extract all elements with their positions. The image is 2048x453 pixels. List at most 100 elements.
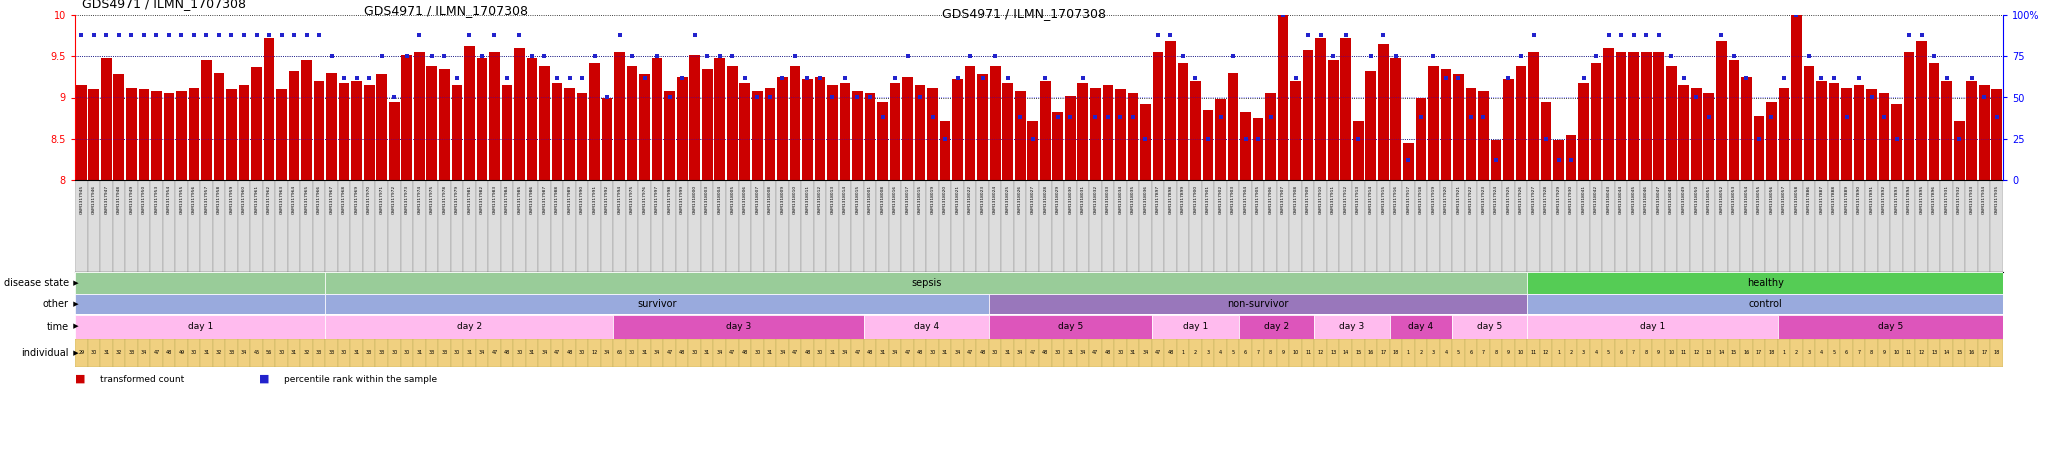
Bar bbox=[1253, 118, 1264, 453]
Text: 7: 7 bbox=[1257, 351, 1260, 356]
Bar bbox=[612, 339, 627, 367]
Text: GSM1317901: GSM1317901 bbox=[1206, 185, 1210, 214]
Bar bbox=[702, 68, 713, 453]
Text: GSM1317923: GSM1317923 bbox=[1481, 185, 1485, 214]
Text: GSM1318043: GSM1318043 bbox=[1606, 185, 1610, 214]
Text: GSM1317961: GSM1317961 bbox=[254, 185, 258, 214]
Text: 31: 31 bbox=[291, 351, 297, 356]
Bar bbox=[1491, 140, 1501, 453]
Bar bbox=[1853, 339, 1866, 367]
Bar bbox=[639, 339, 651, 367]
Text: 18: 18 bbox=[1767, 351, 1774, 356]
Text: GSM1317988: GSM1317988 bbox=[555, 185, 559, 214]
Bar bbox=[414, 180, 426, 272]
Text: 12: 12 bbox=[1919, 351, 1925, 356]
Text: GSM1317994: GSM1317994 bbox=[618, 185, 623, 214]
Bar bbox=[238, 339, 250, 367]
Bar bbox=[1001, 339, 1014, 367]
Bar bbox=[1440, 68, 1452, 453]
Bar bbox=[1878, 93, 1890, 453]
Text: 4: 4 bbox=[1444, 351, 1448, 356]
Bar bbox=[88, 89, 98, 453]
Bar bbox=[813, 180, 825, 272]
Bar bbox=[326, 294, 989, 313]
Bar bbox=[600, 180, 612, 272]
Text: GSM1317976: GSM1317976 bbox=[643, 185, 647, 214]
Text: GSM1317946: GSM1317946 bbox=[92, 185, 96, 214]
Text: GSM1317985: GSM1317985 bbox=[518, 185, 522, 214]
Text: healthy: healthy bbox=[1747, 278, 1784, 288]
Bar bbox=[438, 339, 451, 367]
Text: 6: 6 bbox=[1468, 351, 1473, 356]
Text: 10: 10 bbox=[1292, 351, 1298, 356]
Text: 8: 8 bbox=[1495, 351, 1497, 356]
Text: 2: 2 bbox=[1194, 351, 1198, 356]
Text: GSM1317962: GSM1317962 bbox=[266, 185, 270, 214]
Bar bbox=[1802, 180, 1815, 272]
Bar bbox=[612, 314, 864, 338]
Bar bbox=[1917, 41, 1927, 453]
Text: GSM1318052: GSM1318052 bbox=[1720, 185, 1722, 214]
Bar bbox=[1602, 180, 1616, 272]
Text: 34: 34 bbox=[717, 351, 723, 356]
Bar bbox=[162, 180, 176, 272]
Text: GSM1318008: GSM1318008 bbox=[768, 185, 772, 214]
Text: 30: 30 bbox=[1118, 351, 1124, 356]
Text: 31: 31 bbox=[102, 351, 109, 356]
Text: GSM1318022: GSM1318022 bbox=[969, 185, 973, 214]
Text: GSM1317932: GSM1317932 bbox=[1958, 185, 1962, 214]
Bar bbox=[500, 339, 514, 367]
Bar bbox=[326, 314, 612, 338]
Bar bbox=[1716, 41, 1726, 453]
Bar bbox=[238, 180, 250, 272]
Bar bbox=[274, 180, 289, 272]
Bar bbox=[926, 339, 938, 367]
Text: 8: 8 bbox=[1645, 351, 1649, 356]
Text: 34: 34 bbox=[242, 351, 248, 356]
Text: ■: ■ bbox=[260, 374, 270, 384]
Bar bbox=[352, 81, 362, 453]
Text: 30: 30 bbox=[516, 351, 522, 356]
Bar bbox=[877, 339, 889, 367]
Bar bbox=[477, 58, 487, 453]
Bar bbox=[563, 339, 575, 367]
Text: 48: 48 bbox=[741, 351, 748, 356]
Text: 33: 33 bbox=[315, 351, 322, 356]
Bar bbox=[113, 74, 125, 453]
Text: 47: 47 bbox=[666, 351, 674, 356]
Bar bbox=[803, 79, 813, 453]
Bar bbox=[1038, 339, 1051, 367]
Text: GSM1317903: GSM1317903 bbox=[1231, 185, 1235, 214]
Text: ▶: ▶ bbox=[72, 323, 78, 329]
Bar bbox=[1214, 339, 1227, 367]
Text: GSM1318031: GSM1318031 bbox=[1081, 185, 1085, 214]
Text: 45: 45 bbox=[254, 351, 260, 356]
Text: GSM1318042: GSM1318042 bbox=[1593, 185, 1597, 214]
Text: 4: 4 bbox=[1595, 351, 1597, 356]
Text: ▶: ▶ bbox=[72, 350, 78, 356]
Text: 16: 16 bbox=[1968, 351, 1974, 356]
Bar bbox=[627, 339, 639, 367]
Bar bbox=[1616, 52, 1626, 453]
Bar bbox=[526, 180, 539, 272]
Bar bbox=[1427, 180, 1440, 272]
Text: 47: 47 bbox=[1030, 351, 1036, 356]
Bar bbox=[1026, 180, 1038, 272]
Bar bbox=[965, 180, 977, 272]
Bar bbox=[977, 339, 989, 367]
Text: 7: 7 bbox=[1858, 351, 1860, 356]
Bar bbox=[1815, 180, 1827, 272]
Text: 48: 48 bbox=[979, 351, 985, 356]
Bar bbox=[1214, 99, 1227, 453]
Bar bbox=[614, 52, 625, 453]
Text: 29: 29 bbox=[78, 351, 84, 356]
Text: 34: 34 bbox=[1018, 351, 1024, 356]
Bar bbox=[639, 180, 651, 272]
Text: 30: 30 bbox=[692, 351, 698, 356]
Text: 34: 34 bbox=[842, 351, 848, 356]
Text: 13: 13 bbox=[1706, 351, 1712, 356]
Bar bbox=[1579, 82, 1589, 453]
Bar bbox=[725, 339, 739, 367]
Bar bbox=[463, 339, 475, 367]
Bar bbox=[1440, 339, 1452, 367]
